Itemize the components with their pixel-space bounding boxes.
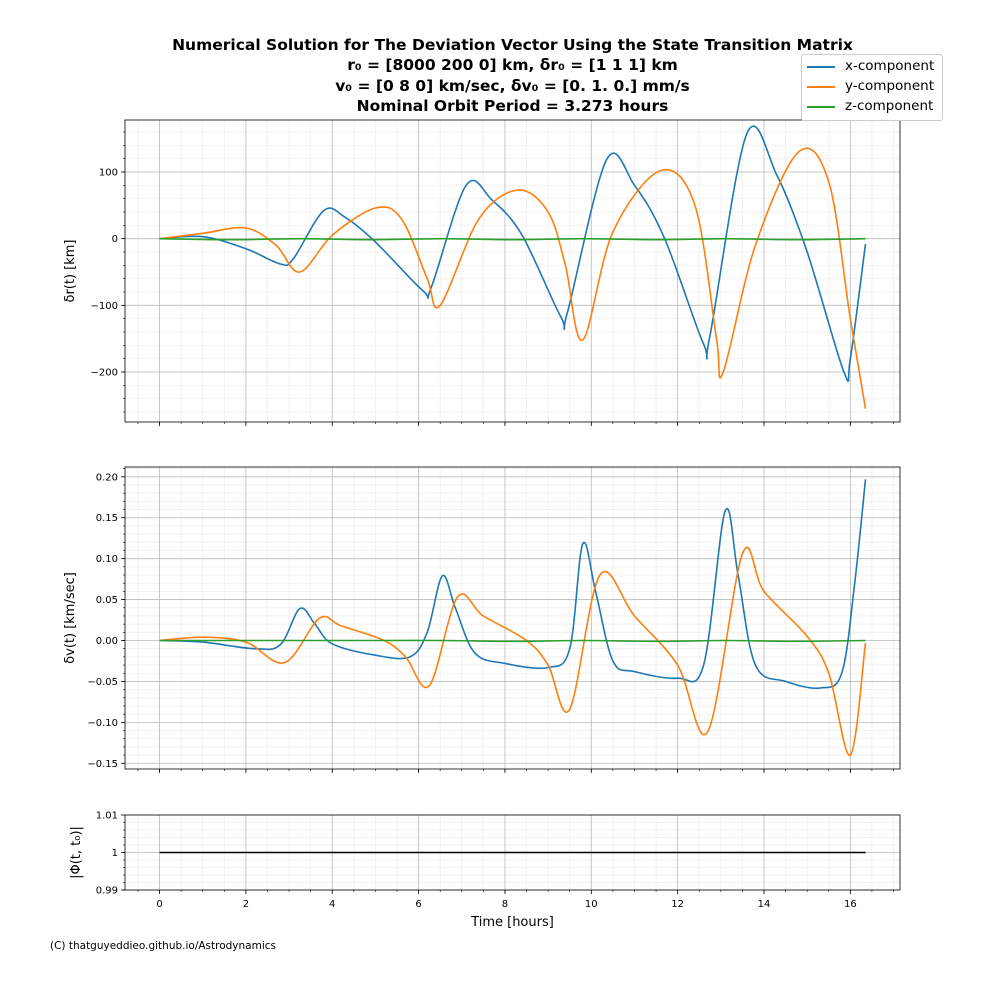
legend-label-z: z-component bbox=[845, 98, 934, 114]
y-tick-label: −0.15 bbox=[87, 759, 118, 770]
y-tick-label: 0.00 bbox=[96, 636, 118, 647]
legend-swatch-x bbox=[807, 66, 835, 68]
y-tick-label: 1 bbox=[112, 848, 118, 859]
axes-frame bbox=[124, 119, 901, 423]
panel-1: −200 −100 0 100 δr(t) [km] bbox=[63, 119, 901, 426]
x-tick-label: 4 bbox=[329, 899, 335, 910]
axes-frame bbox=[124, 814, 901, 891]
legend-label-x: x-component bbox=[845, 58, 935, 74]
x-tick-label: 8 bbox=[502, 899, 508, 910]
y-tick-label: 0.99 bbox=[96, 886, 118, 897]
series-line-z bbox=[159, 237, 866, 241]
y-tick-label: 1.01 bbox=[96, 811, 118, 822]
y-tick-label: 0.05 bbox=[96, 595, 118, 606]
title-line-1: Numerical Solution for The Deviation Vec… bbox=[172, 36, 853, 54]
y-tick-label: −200 bbox=[91, 368, 118, 379]
series-line-z bbox=[159, 639, 866, 643]
y-tick-label: −0.10 bbox=[87, 718, 118, 729]
credit-text: (C) thatguyeddieo.github.io/Astrodynamic… bbox=[50, 940, 276, 952]
title-line-3: v₀ = [0 8 0] km/sec, δv₀ = [0. 1. 0.] mm… bbox=[335, 77, 690, 95]
x-tick-label: 0 bbox=[156, 899, 162, 910]
y-tick-label: −100 bbox=[91, 301, 118, 312]
legend-swatch-z bbox=[807, 106, 835, 108]
x-tick-label: 16 bbox=[844, 899, 857, 910]
y-tick-label: 0.10 bbox=[96, 554, 118, 565]
y-tick-label: 0.15 bbox=[96, 513, 118, 524]
x-tick-label: 10 bbox=[585, 899, 598, 910]
y-axis-label: |Φ(t, t₀)| bbox=[69, 826, 84, 879]
panel-2: −0.15 −0.10 −0.05 0.00 0.05 0.10 0.15 0.20 δv(t)… bbox=[63, 466, 901, 773]
x-axis-label: Time [hours] bbox=[470, 915, 554, 930]
panel-3: 0 2 4 6 8 10 12 14 16 0.99 1 1.01 |Φ(t, t₀)| Time [ho… bbox=[69, 811, 901, 930]
y-tick-label: 100 bbox=[99, 168, 118, 179]
legend-label-y: y-component bbox=[845, 78, 934, 94]
series-line-x bbox=[159, 125, 867, 383]
y-axis-label: δr(t) [km] bbox=[63, 239, 78, 302]
legend-swatch-y bbox=[807, 86, 835, 88]
y-axis-label: δv(t) [km/sec] bbox=[63, 572, 78, 664]
x-tick-label: 6 bbox=[415, 899, 421, 910]
title-line-2: r₀ = [8000 200 0] km, δr₀ = [1 1 1] km bbox=[347, 56, 678, 74]
x-tick-label: 2 bbox=[243, 899, 249, 910]
y-tick-label: 0 bbox=[112, 234, 118, 245]
y-tick-label: −0.05 bbox=[87, 677, 118, 688]
series-line-y bbox=[159, 147, 867, 409]
x-tick-label: 12 bbox=[671, 899, 684, 910]
axes-frame bbox=[124, 466, 901, 770]
series-line-x bbox=[159, 479, 867, 690]
series-line-y bbox=[159, 546, 867, 756]
title-line-4: Nominal Orbit Period = 3.273 hours bbox=[356, 97, 669, 115]
legend: x-component y-component z-component bbox=[801, 54, 943, 121]
x-tick-label: 14 bbox=[758, 899, 771, 910]
y-tick-label: 0.20 bbox=[96, 472, 118, 483]
